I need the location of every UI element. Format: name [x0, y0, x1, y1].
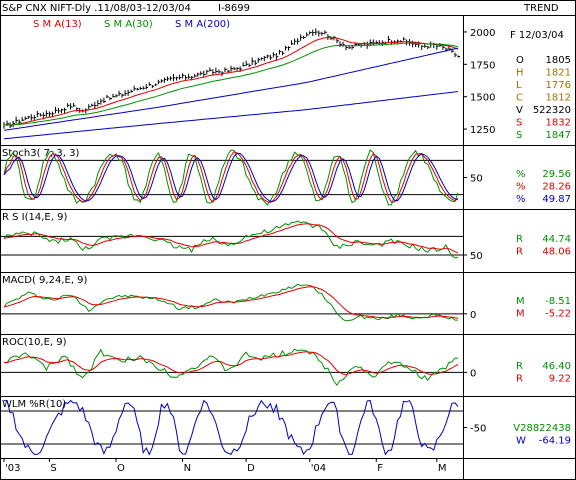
stoch-readout-value-2: 49.87	[542, 194, 571, 205]
sma200-line	[3, 47, 459, 131]
macd-readout-key-1: M	[516, 309, 525, 320]
plot-area	[0, 28, 467, 462]
x-tick-label-7: M	[438, 463, 447, 474]
rsi-readout-key-1: R	[516, 247, 523, 258]
price-readout-value-1: 1821	[546, 68, 571, 79]
stoch-ytick-label-0: 50	[470, 174, 483, 185]
x-tick-label-5: '04	[311, 463, 326, 474]
sma30-line	[3, 42, 459, 126]
legend-stoch: Stoch3( 7, 3, 3)	[2, 148, 79, 159]
x-tick-label-4: D	[247, 463, 255, 474]
legend-macd: MACD( 9,24,E, 9)	[2, 275, 88, 286]
price-readout-key-2: L	[516, 80, 522, 91]
x-tick-label-3: N	[184, 463, 191, 474]
stoch-readout-key-0: %	[516, 169, 526, 180]
roc-ytick-label-0: 0	[470, 368, 476, 379]
price-readout-key-4: V	[516, 105, 523, 116]
legend-sma13: S M A(13)	[33, 19, 82, 30]
rsi-readout-value-1: 48.06	[542, 247, 571, 258]
sma200-lower-line	[3, 91, 459, 140]
macd-signal-line	[3, 286, 459, 319]
price-ytick-label-3: 1250	[470, 125, 495, 136]
price-readout-value-3: 1812	[546, 93, 571, 104]
rsi-readout-value-0: 44.74	[542, 234, 571, 245]
chart-id: I-8699	[218, 3, 250, 14]
roc-readout-value-1: 9.22	[549, 374, 571, 385]
stoch-slow-line	[3, 152, 459, 202]
trend-label: TREND	[523, 3, 559, 14]
roc-signal-line	[4, 351, 459, 376]
sma13-line	[3, 37, 459, 126]
rsi-signal-line	[3, 223, 459, 254]
price-readout-value-5: 1832	[546, 118, 571, 129]
price-readout-value-2: 1776	[546, 80, 571, 91]
legend-sma200: S M A(200)	[175, 19, 230, 30]
roc-line	[3, 348, 459, 387]
stoch-readout-key-1: %	[516, 182, 526, 193]
price-readout-value-4: 522320	[533, 105, 571, 116]
rsi-ytick-label-0: 50	[470, 251, 483, 262]
rsi-readout-key-0: R	[516, 234, 523, 245]
legend-roc: ROC(10,E, 9)	[2, 337, 67, 348]
wlm-ytick-label-0: -50	[470, 424, 486, 435]
price-readout-key-1: H	[516, 68, 524, 79]
price-readout-key-6: S	[516, 130, 522, 141]
wlm-readout-key-1: W	[516, 436, 526, 447]
macd-ytick-label-0: 0	[470, 310, 476, 321]
price-readout-value-0: 1805	[546, 55, 571, 66]
roc-readout-key-1: R	[516, 374, 523, 385]
price-ytick-label-2: 1500	[470, 93, 495, 104]
roc-readout-key-0: R	[516, 361, 523, 372]
x-tick-label-1: S	[50, 463, 56, 474]
roc-readout-value-0: 46.40	[542, 361, 571, 372]
legend-wlm: WLM %R(10)	[2, 399, 66, 410]
price-readout-key-5: S	[516, 118, 522, 129]
legend-rsi: R S I(14,E, 9)	[2, 212, 67, 223]
info-date: F 12/03/04	[510, 30, 564, 41]
price-readout-key-3: C	[516, 93, 523, 104]
x-tick-label-6: F	[377, 463, 383, 474]
stoch-readout-value-0: 29.56	[542, 169, 571, 180]
wlm-line	[4, 399, 459, 456]
macd-readout-value-1: -5.22	[545, 309, 571, 320]
macd-readout-key-0: M	[516, 296, 525, 307]
price-ytick-label-0: 2000	[470, 28, 495, 39]
wlm-readout-value-1: -64.19	[539, 436, 571, 447]
price-readout-value-6: 1847	[546, 130, 571, 141]
scale-labels: 2000 1750 1500 1250 O 1805 H 1821 L 1776 C 1812 V 522…	[5, 28, 571, 474]
macd-readout-value-0: -8.51	[545, 296, 571, 307]
stoch-readout-value-1: 28.26	[542, 182, 571, 193]
stoch-readout-key-2: %	[516, 194, 526, 205]
wlm-readout-value-0: V28822438	[513, 423, 571, 434]
x-tick-label-0: '03	[5, 463, 20, 474]
price-ytick-label-1: 1750	[470, 60, 495, 71]
stoch-d-line	[3, 151, 459, 204]
x-tick-label-2: O	[117, 463, 125, 474]
macd-line	[3, 283, 458, 322]
legend-sma30: S M A(30)	[104, 19, 153, 30]
chart-title: S&P CNX NIFT-Dly .11/08/03-12/03/04	[2, 3, 191, 14]
price-readout-key-0: O	[516, 55, 524, 66]
